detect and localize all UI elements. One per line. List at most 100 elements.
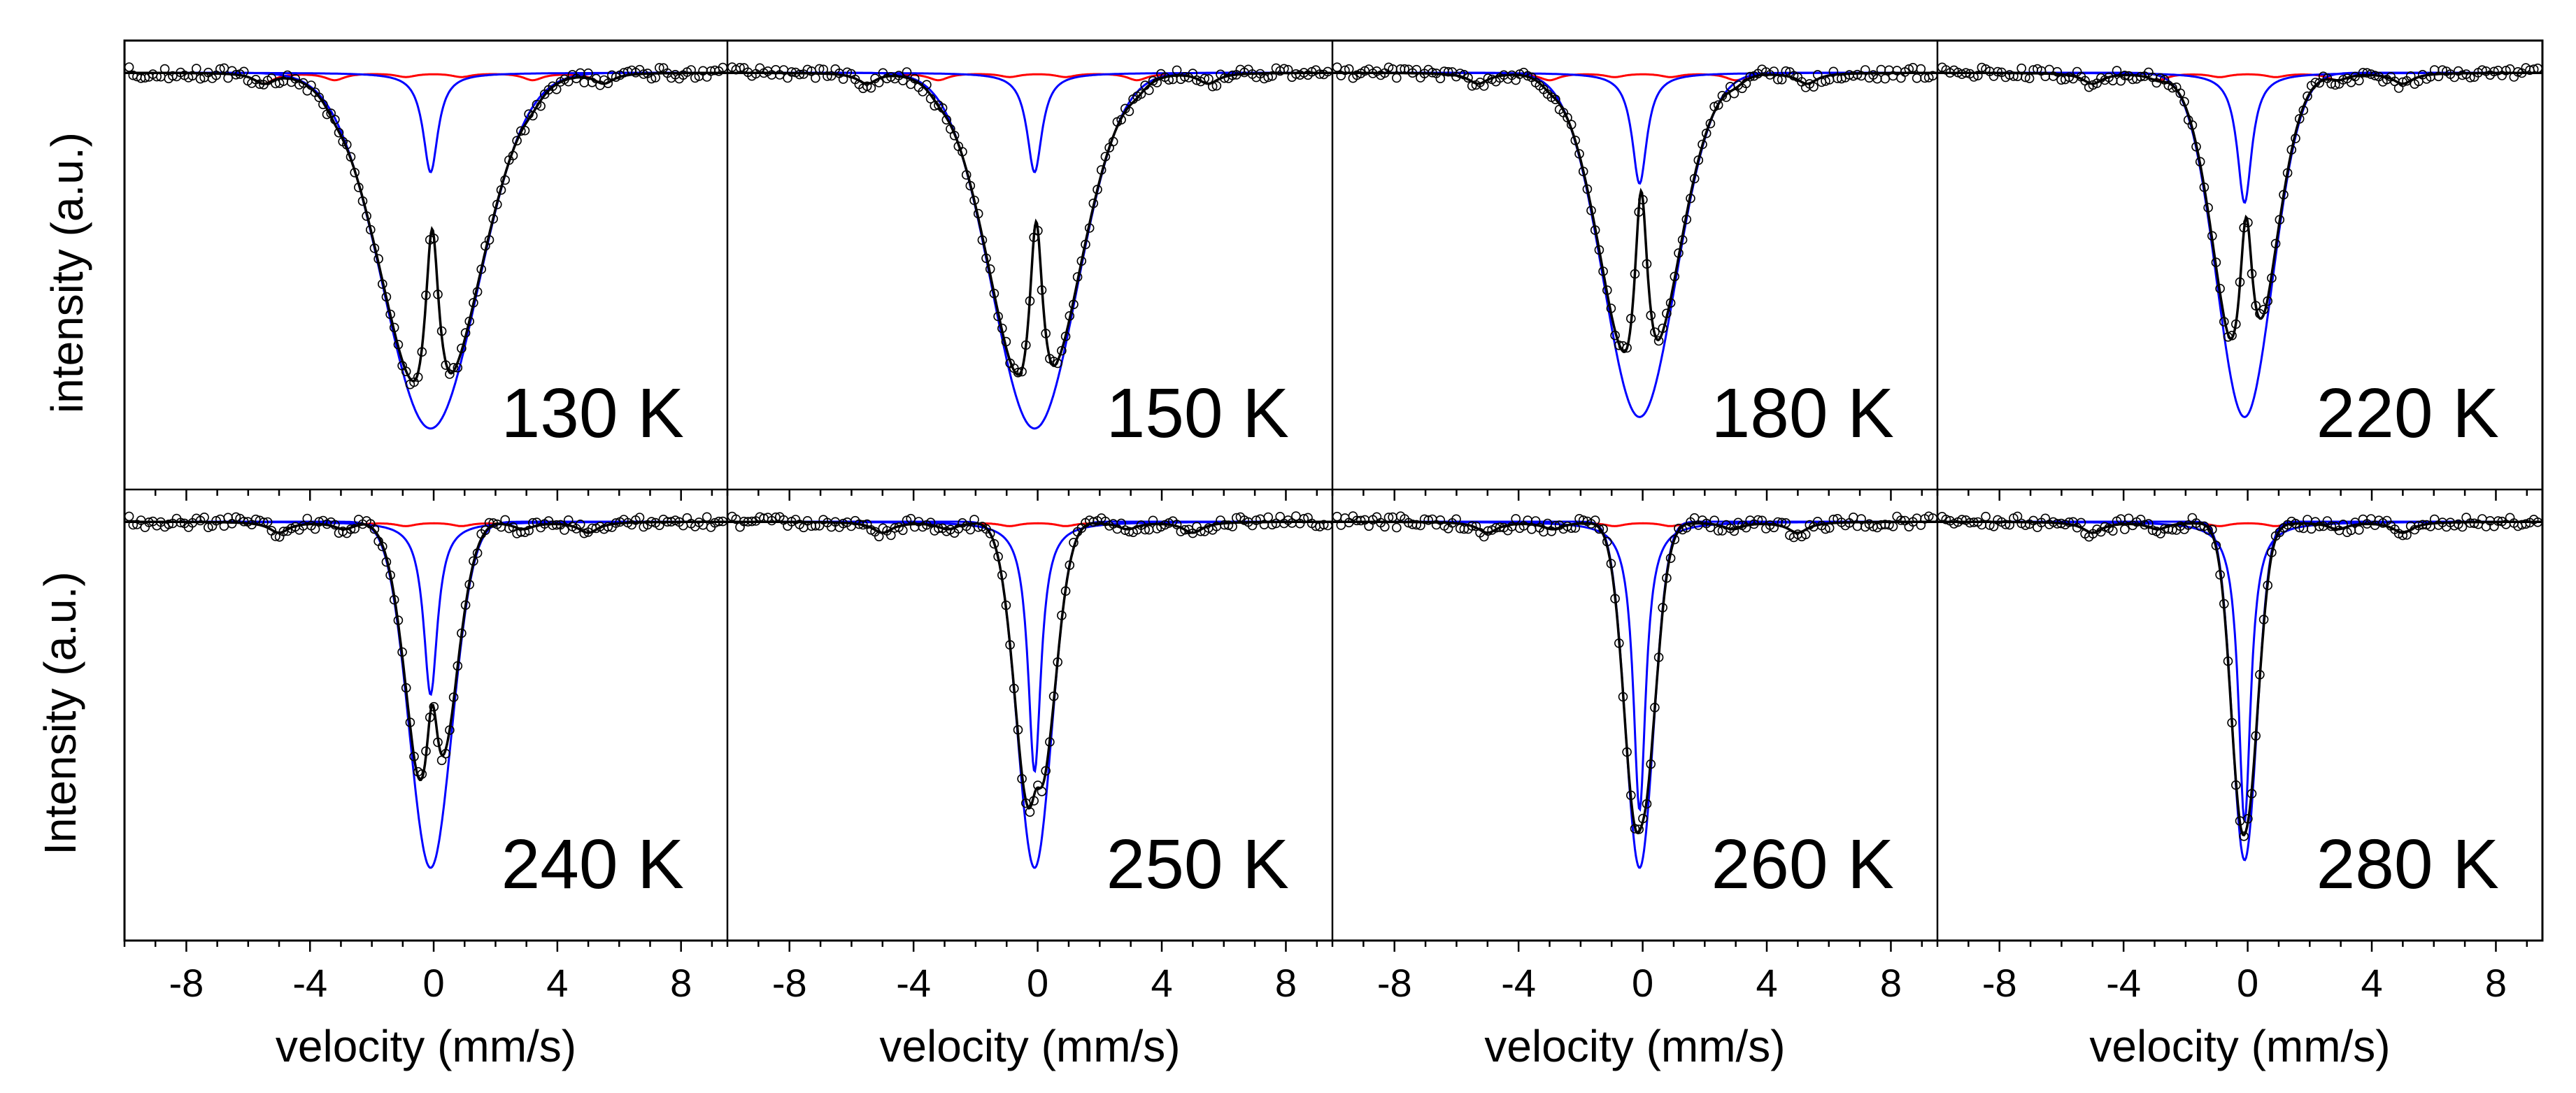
data-point (2064, 517, 2075, 527)
data-point (2052, 66, 2063, 77)
y-axis-title-top: intensity (a.u.) (42, 132, 92, 413)
temperature-label: 250 K (1106, 825, 1289, 903)
data-point (2481, 522, 2491, 531)
x-axis-title: velocity (mm/s) (879, 1021, 1180, 1071)
data-point (1941, 514, 1951, 524)
data-point (1821, 524, 1830, 534)
data-point (124, 62, 134, 72)
data-point (1318, 520, 1329, 530)
total-fit-curve (124, 71, 727, 383)
broad-component-curve (124, 520, 727, 869)
data-point (2501, 66, 2511, 76)
spectrum-panel: 260 K (1332, 511, 1938, 903)
data-point (1527, 524, 1537, 534)
data-point (2195, 521, 2205, 531)
data-point (1013, 367, 1023, 378)
temperature-label: 260 K (1712, 825, 1894, 903)
data-point (239, 516, 249, 527)
x-tick-label: 8 (1880, 961, 1902, 1005)
data-point (2000, 520, 2011, 529)
spectrum-panel: 220 K (1937, 62, 2543, 452)
data-points (1937, 511, 2543, 841)
data-point (1880, 73, 1890, 84)
data-point (1973, 71, 1983, 80)
data-point (1411, 520, 1421, 530)
narrow-doublet-curve (727, 520, 1332, 773)
data-point (811, 73, 820, 83)
x-tick-label: 4 (1151, 961, 1172, 1005)
narrow-doublet-curve (1937, 520, 2542, 824)
data-point (1355, 515, 1366, 526)
broad-component-curve (1937, 71, 2542, 418)
data-point (1511, 514, 1521, 524)
temperature-label: 150 K (1106, 374, 1289, 452)
temperature-label: 240 K (501, 825, 684, 903)
temperature-label: 130 K (501, 374, 684, 452)
data-point (1332, 62, 1342, 72)
total-fit-curve (1332, 520, 1937, 835)
data-point (1653, 336, 1664, 346)
x-tick-label: -8 (1377, 961, 1412, 1005)
data-point (1332, 511, 1342, 522)
data-point (735, 522, 745, 532)
data-point (941, 115, 952, 125)
data-point (231, 512, 241, 522)
data-point (164, 519, 173, 529)
spectrum-panel: 240 K (124, 511, 728, 903)
data-point (2393, 83, 2404, 93)
data-point (1713, 100, 1723, 110)
data-point (195, 73, 206, 84)
data-point (211, 515, 221, 526)
data-point (2350, 517, 2360, 527)
data-point (187, 71, 198, 81)
data-point (1251, 515, 1261, 525)
narrow-doublet-curve (124, 520, 727, 696)
data-point (302, 513, 313, 524)
data-point (579, 78, 590, 87)
data-point (1180, 524, 1190, 535)
data-point (985, 529, 995, 538)
data-point (2489, 66, 2499, 77)
data-point (1670, 534, 1680, 545)
data-point (401, 366, 411, 377)
total-fit-curve (1937, 71, 2542, 341)
x-tick-label: -4 (1501, 961, 1536, 1005)
data-point (524, 525, 534, 536)
data-point (124, 511, 134, 522)
data-point (886, 530, 896, 541)
x-tick-label: -8 (772, 961, 807, 1005)
x-tick-label: 8 (670, 961, 692, 1005)
narrow-doublet-curve (124, 71, 727, 173)
data-point (1896, 515, 1906, 525)
x-tick-label: -4 (2106, 961, 2141, 1005)
data-point (702, 512, 712, 522)
data-point (314, 92, 325, 102)
narrow-doublet-curve (1937, 71, 2542, 204)
x-tick-label: 4 (1756, 961, 1777, 1005)
data-point (2016, 63, 2026, 73)
data-point (2398, 530, 2408, 541)
data-point (902, 67, 912, 77)
data-point (1340, 65, 1350, 76)
data-point (2354, 524, 2364, 535)
data-point (1594, 524, 1604, 534)
data-point (515, 126, 526, 136)
data-point (1849, 512, 1858, 522)
data-point (2168, 83, 2177, 93)
data-point (334, 127, 344, 138)
data-point (1896, 73, 1906, 83)
spectrum-panel: 180 K (1332, 62, 1938, 452)
narrow-doublet-curve (727, 71, 1332, 173)
broad-component-curve (1937, 520, 2542, 862)
data-point (481, 525, 490, 536)
data-points (727, 62, 1333, 378)
spectrum-panel: 250 K (727, 511, 1333, 903)
data-point (1364, 521, 1374, 531)
x-tick-label: 0 (1027, 961, 1048, 1005)
data-point (1443, 66, 1453, 77)
data-points (1332, 62, 1938, 353)
temperature-label: 220 K (2317, 374, 2499, 452)
x-tick-label: 8 (1275, 961, 1297, 1005)
data-points (124, 62, 728, 390)
